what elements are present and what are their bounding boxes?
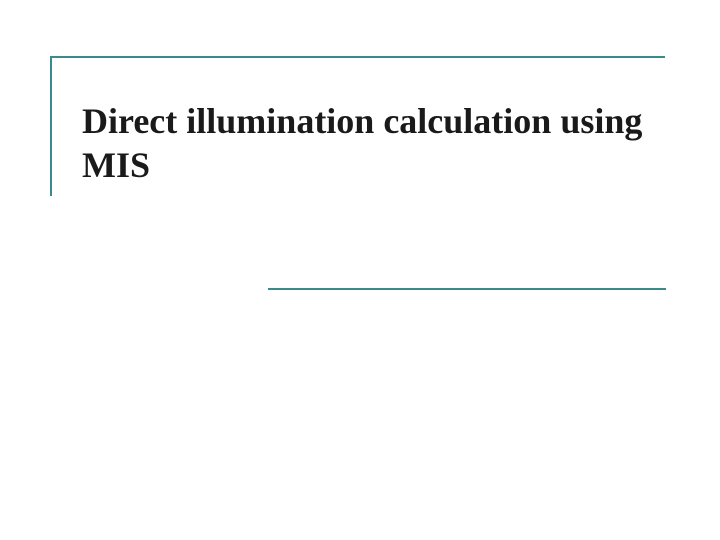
underline-decoration xyxy=(268,288,666,290)
slide-title: Direct illumination calculation using MI… xyxy=(82,100,662,188)
slide: Direct illumination calculation using MI… xyxy=(0,0,720,540)
